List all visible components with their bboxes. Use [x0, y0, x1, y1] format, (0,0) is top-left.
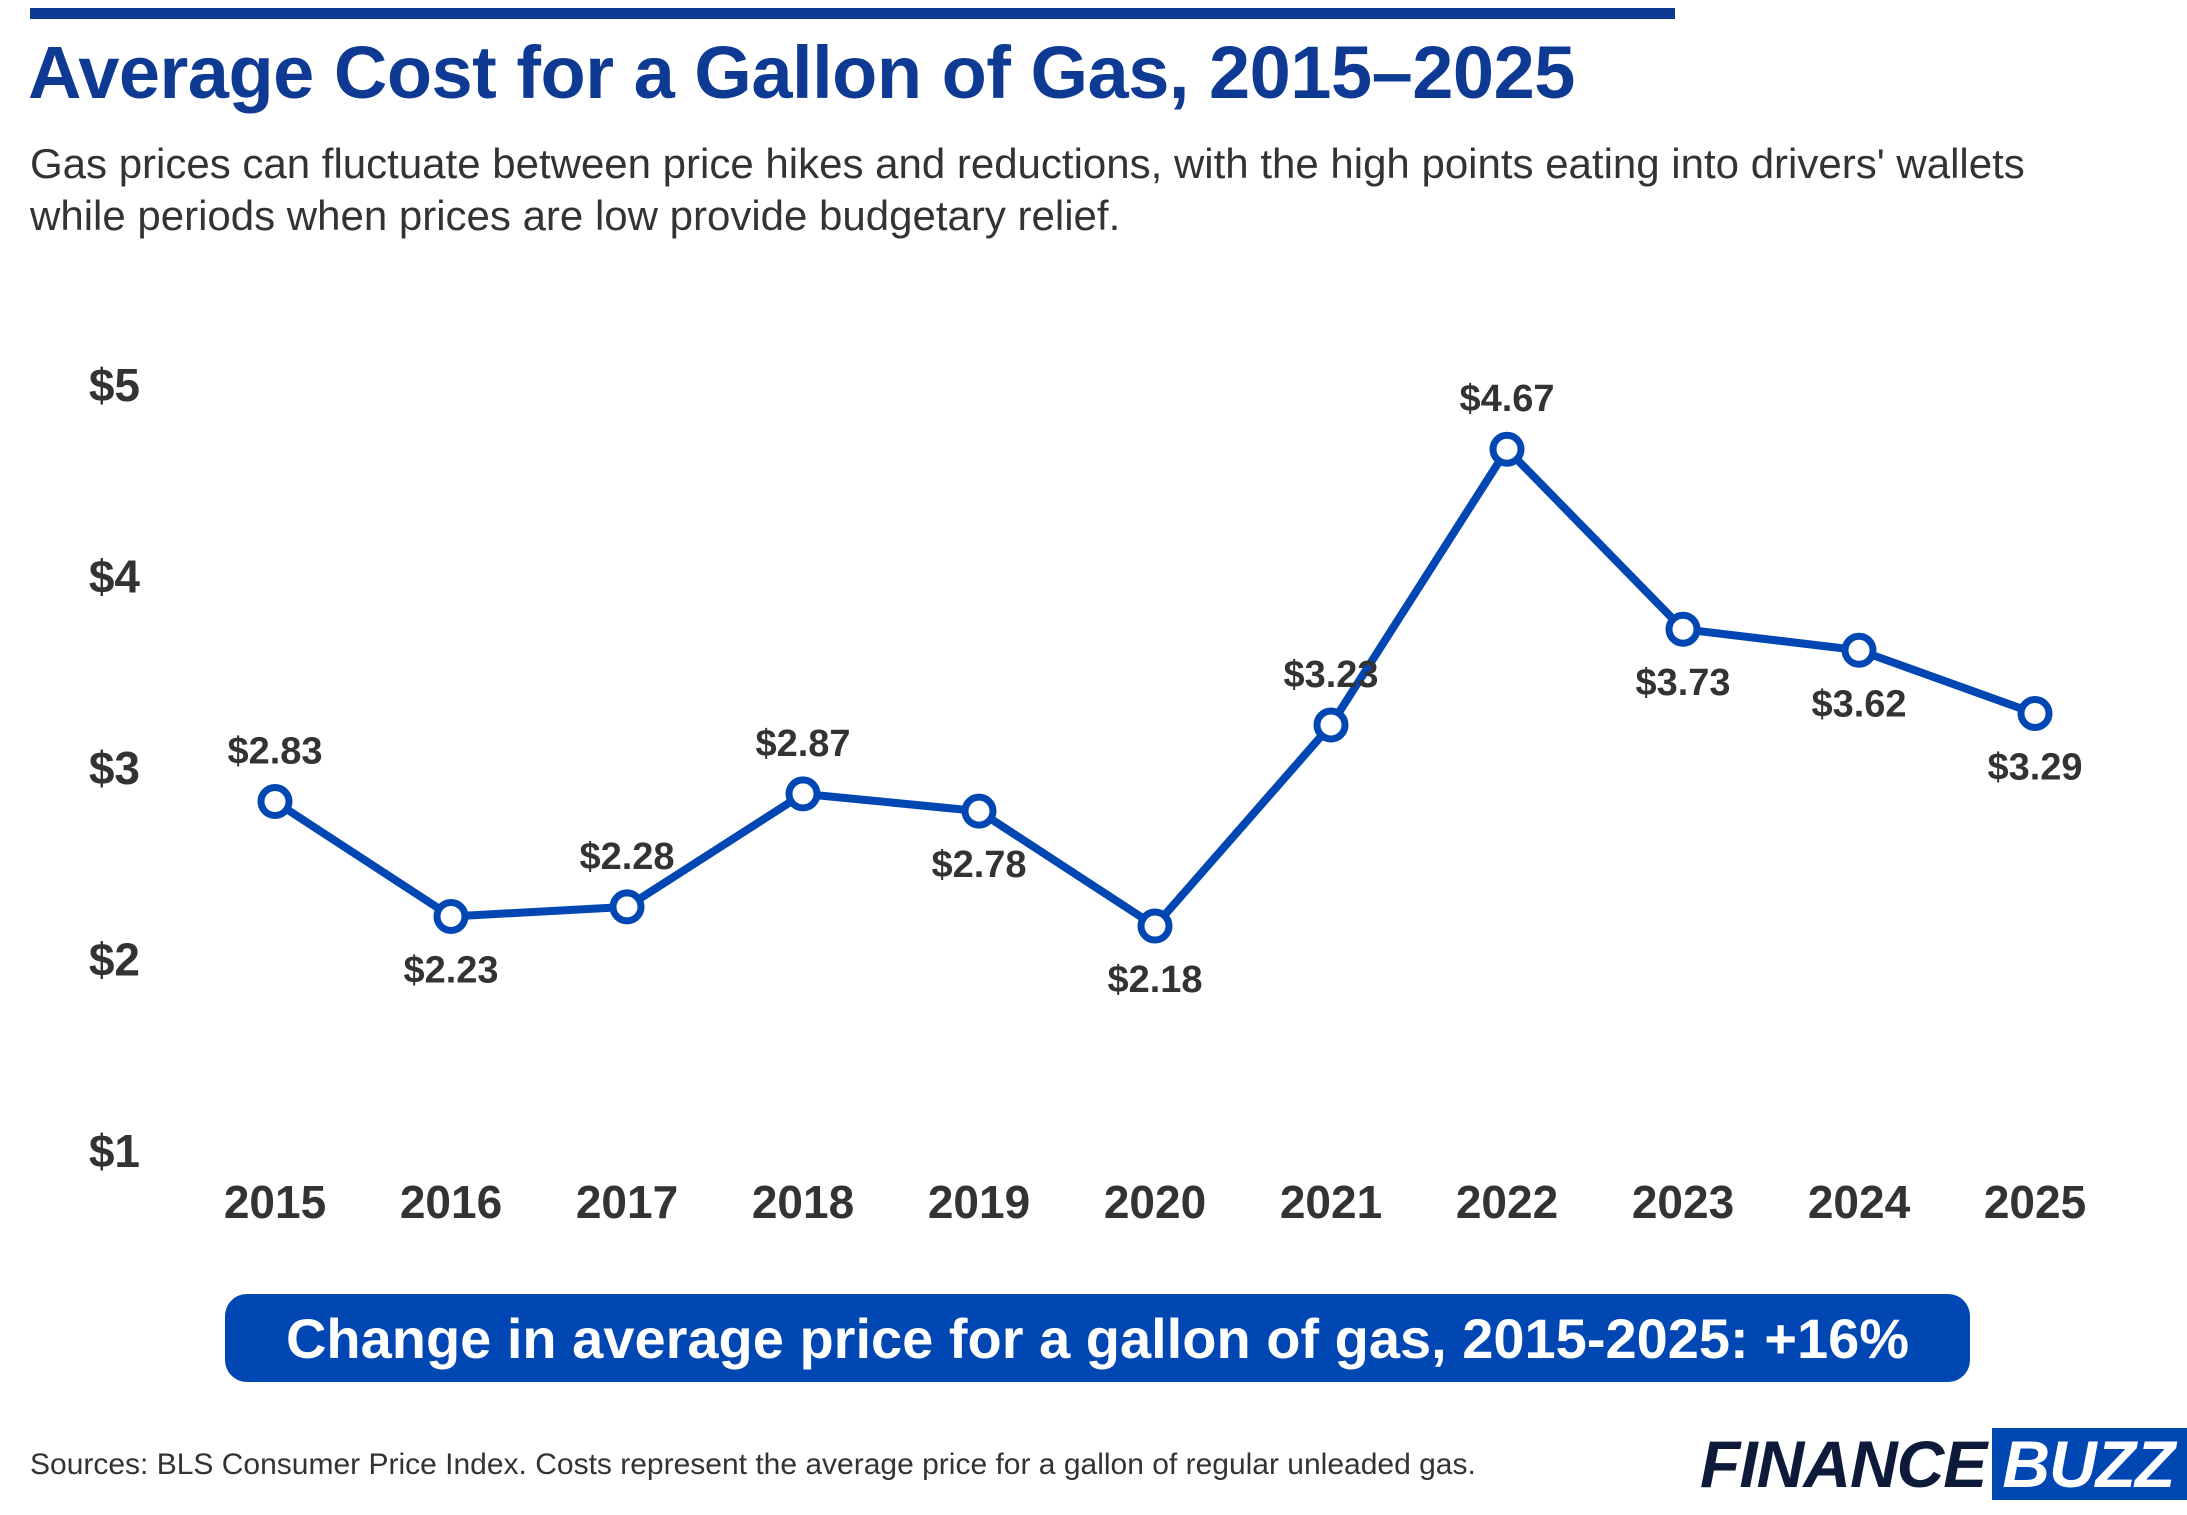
data-point — [1137, 908, 1173, 944]
x-tick-label: 2015 — [224, 1176, 326, 1228]
data-label: $2.23 — [403, 949, 498, 991]
data-label: $2.83 — [227, 731, 322, 773]
y-tick-label: $2 — [89, 934, 140, 986]
data-label: $3.23 — [1283, 654, 1378, 696]
x-tick-label: 2021 — [1280, 1176, 1382, 1228]
top-accent-bar — [30, 8, 1675, 19]
x-tick-label: 2022 — [1456, 1176, 1558, 1228]
data-label: $4.67 — [1459, 378, 1554, 420]
source-note: Sources: BLS Consumer Price Index. Costs… — [30, 1448, 1476, 1481]
data-label: $3.73 — [1635, 662, 1730, 704]
change-summary-text: Change in average price for a gallon of … — [285, 1306, 1910, 1370]
series-line — [271, 445, 2039, 931]
data-label: $2.87 — [755, 723, 850, 765]
x-tick-label: 2024 — [1808, 1176, 1911, 1228]
data-label: $2.28 — [579, 836, 674, 878]
x-tick-label: 2018 — [752, 1176, 854, 1228]
data-label: $3.62 — [1811, 683, 1906, 725]
x-tick-label: 2017 — [576, 1176, 678, 1228]
line-chart: $1 $2 $3 $4 $5 2015 2016 2017 2018 2019 2020 2021 20… — [89, 359, 2086, 1228]
y-tick-label: $1 — [89, 1125, 140, 1177]
data-point — [1313, 707, 1349, 743]
x-tick-label: 2016 — [400, 1176, 502, 1228]
data-point — [609, 889, 645, 925]
x-tick-label: 2020 — [1104, 1176, 1206, 1228]
x-tick-label: 2023 — [1632, 1176, 1734, 1228]
y-tick-label: $3 — [89, 742, 140, 794]
data-point — [433, 898, 469, 934]
logo-finance-text: FINANCE — [1700, 1427, 1987, 1501]
data-label: $2.78 — [931, 844, 1026, 886]
y-tick-label: $4 — [89, 551, 141, 603]
logo-buzz-text: BUZZ — [1992, 1428, 2187, 1500]
x-tick-label: 2025 — [1984, 1176, 2086, 1228]
data-point — [785, 776, 821, 812]
chart-title: Average Cost for a Gallon of Gas, 2015–2… — [28, 31, 1575, 114]
y-tick-label: $5 — [89, 359, 140, 411]
chart-subtitle: Gas prices can fluctuate between price h… — [30, 140, 2025, 239]
data-label: $2.18 — [1107, 959, 1202, 1001]
financebuzz-logo: FINANCE BUZZ — [1700, 1427, 2187, 1501]
x-tick-label: 2019 — [928, 1176, 1030, 1228]
data-point — [2017, 695, 2053, 731]
data-point — [961, 793, 997, 829]
data-point — [1841, 632, 1877, 668]
data-point — [257, 784, 293, 820]
data-label: $3.29 — [1987, 746, 2082, 788]
change-summary-banner: Change in average price for a gallon of … — [225, 1294, 1970, 1382]
data-point — [1665, 611, 1701, 647]
data-point — [1489, 431, 1525, 467]
